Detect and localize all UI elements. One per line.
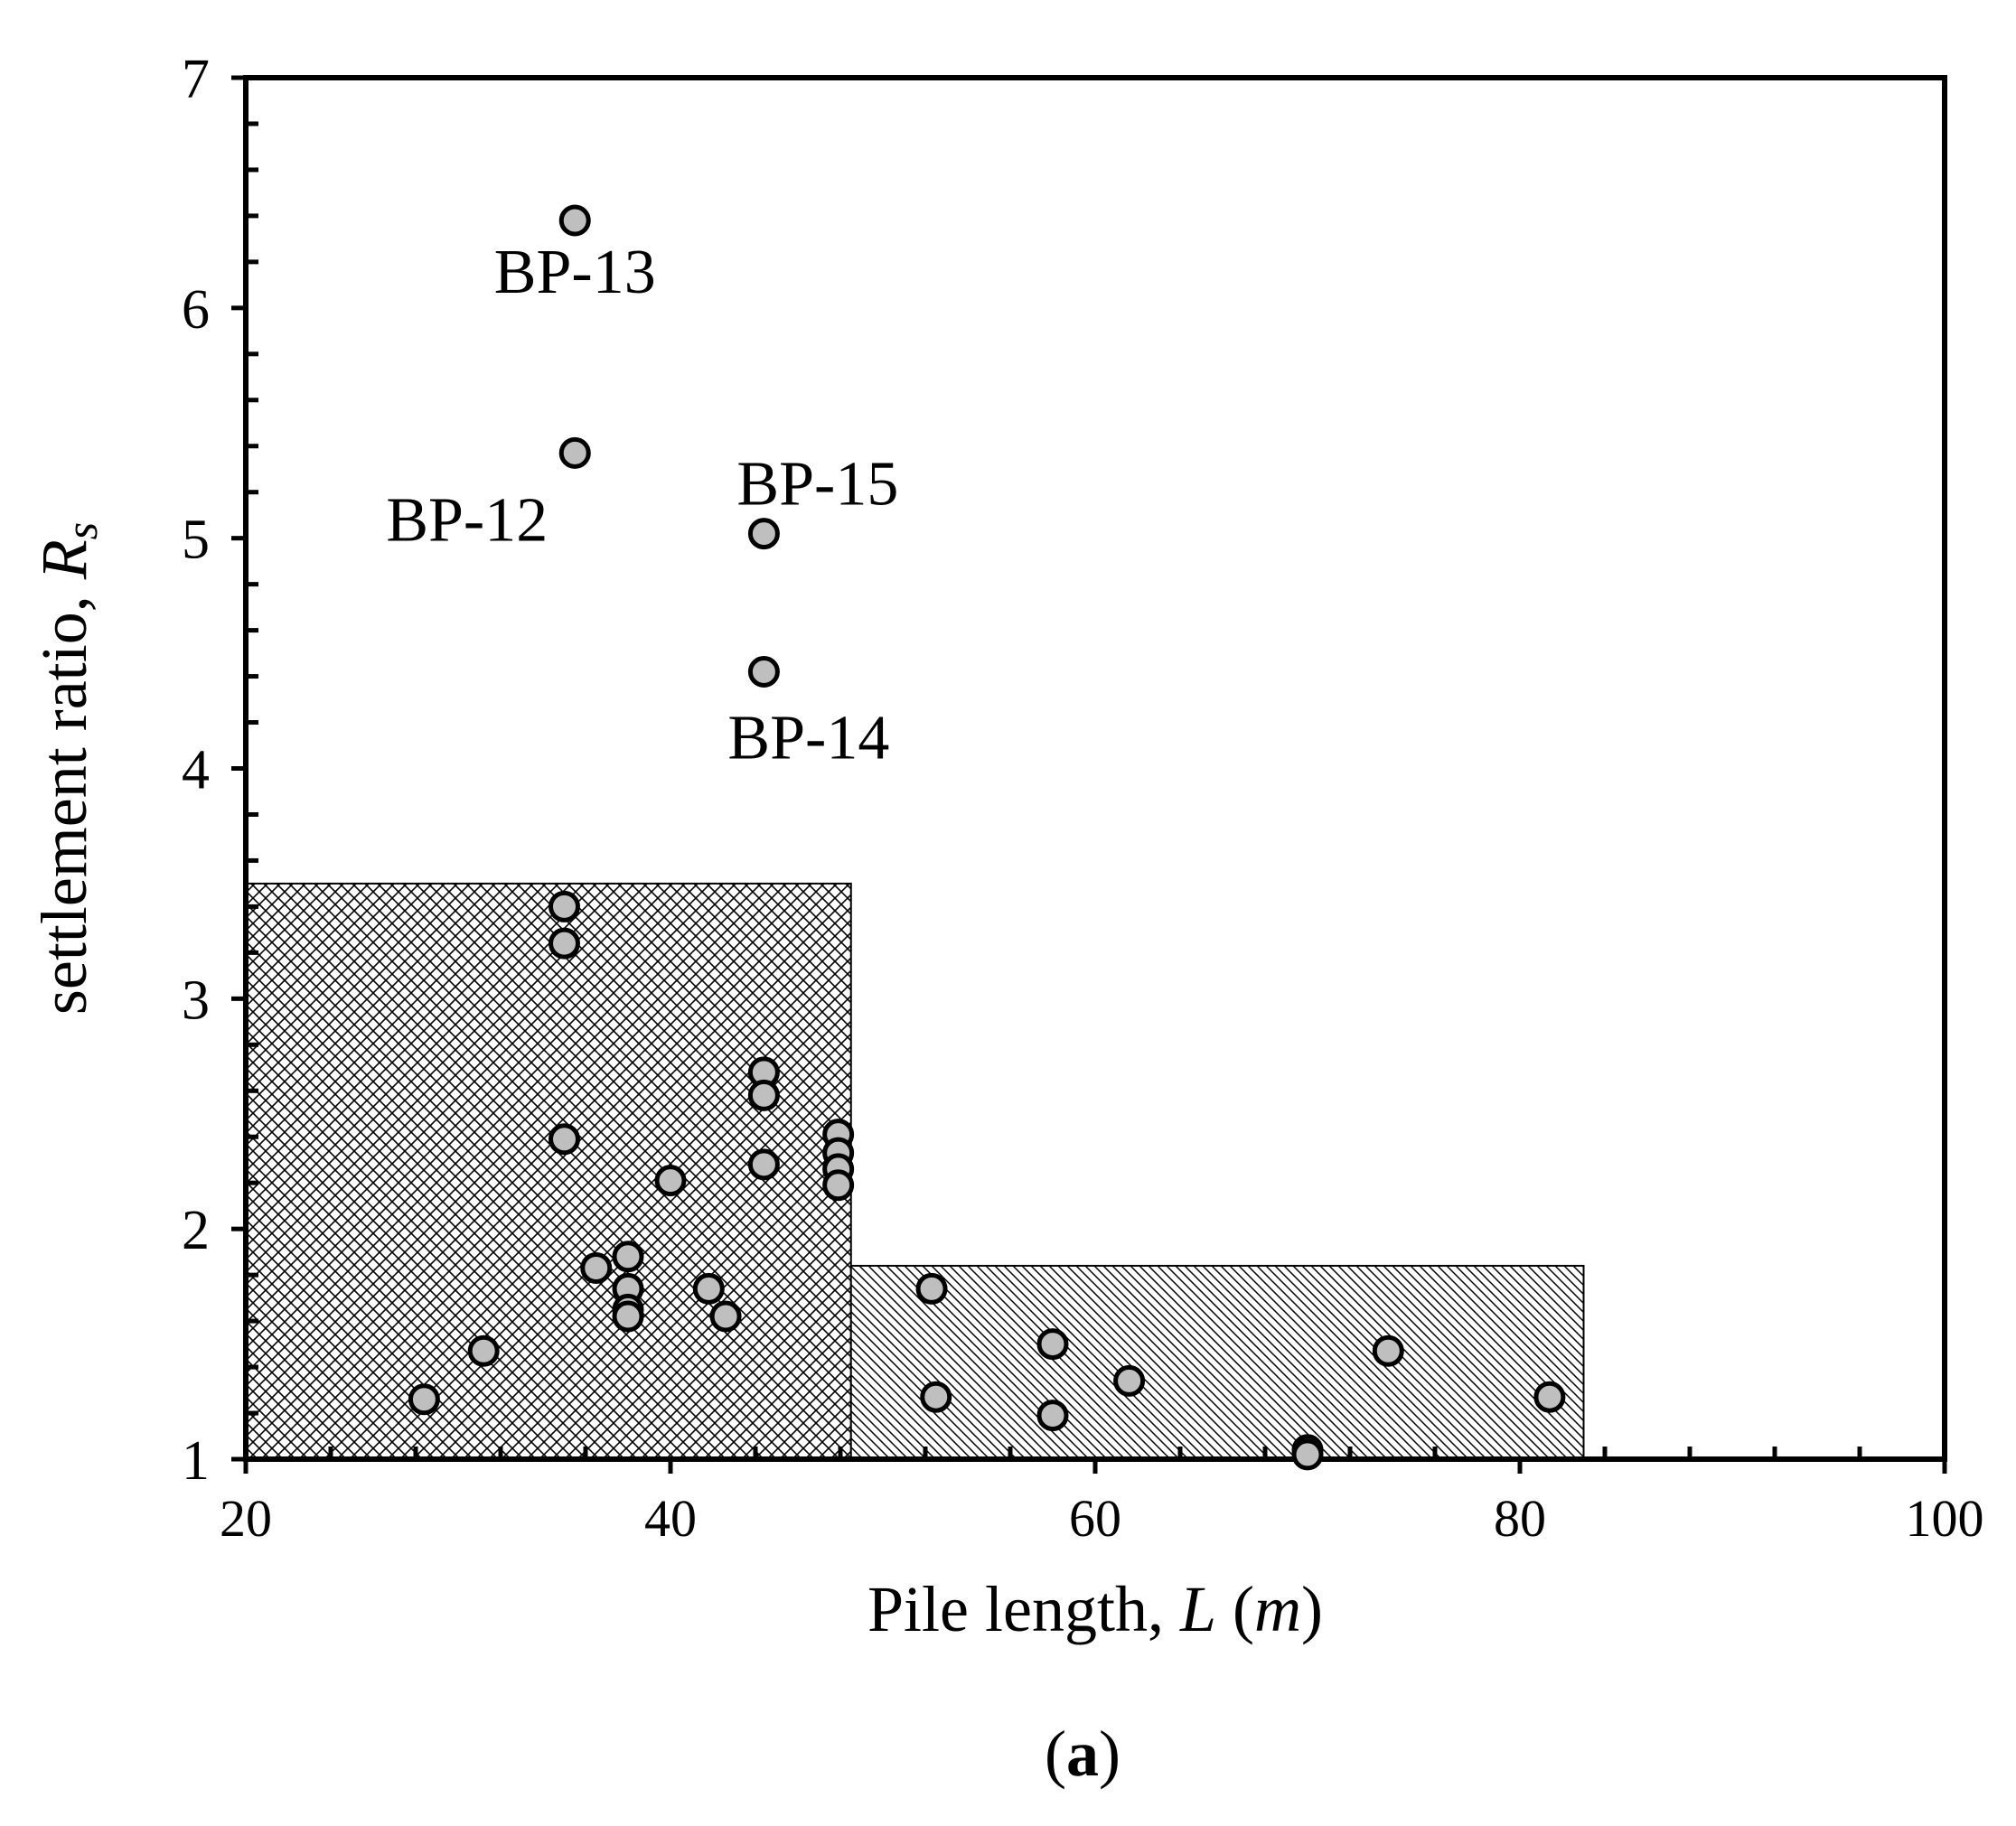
y-tick-label: 4 — [182, 740, 210, 801]
data-point — [747, 1079, 780, 1111]
data-point — [467, 1334, 500, 1367]
x-tick-label: 60 — [1069, 1489, 1121, 1548]
point-bp-14 — [747, 655, 780, 688]
y-axis-label: settlement ratio, Rs — [28, 522, 107, 1015]
data-points — [408, 204, 1566, 1471]
data-point — [747, 1148, 780, 1181]
data-point — [920, 1381, 952, 1413]
data-point — [1036, 1400, 1069, 1432]
annotation-bp-13: BP-13 — [494, 238, 656, 307]
annotation-bp-12: BP-12 — [386, 485, 548, 555]
shaded-regions — [245, 882, 1585, 1460]
point-bp-15 — [747, 518, 780, 550]
x-tick-label: 80 — [1494, 1489, 1546, 1548]
data-point — [549, 1123, 580, 1156]
tick-labels: 20 40 60 80 100 1 2 3 4 5 6 7 — [182, 49, 1984, 1548]
x-tick-label: 20 — [220, 1489, 272, 1548]
data-point — [1113, 1364, 1146, 1397]
annotation-bp-14: BP-14 — [727, 703, 889, 773]
data-point — [612, 1300, 644, 1333]
data-point — [408, 1383, 440, 1416]
data-point — [1036, 1328, 1069, 1361]
data-point — [1372, 1334, 1404, 1367]
axes — [231, 75, 1947, 1474]
point-bp-13 — [558, 204, 591, 237]
data-point — [549, 927, 580, 960]
x-tick-label: 100 — [1906, 1489, 1984, 1548]
data-point — [1533, 1381, 1566, 1413]
data-point — [612, 1241, 644, 1273]
data-point — [1291, 1438, 1324, 1471]
point-bp-12 — [558, 436, 591, 469]
y-tick-label: 5 — [182, 510, 210, 571]
y-tick-label: 6 — [182, 279, 210, 341]
annotation-bp-15: BP-15 — [736, 450, 898, 520]
data-point — [549, 890, 580, 922]
panel-label: (a) — [1045, 1718, 1121, 1790]
y-tick-label: 3 — [182, 969, 210, 1031]
y-tick-label: 1 — [182, 1430, 210, 1492]
data-point — [822, 1169, 855, 1202]
y-tick-label: 2 — [182, 1200, 210, 1261]
y-tick-label: 7 — [182, 49, 210, 110]
x-axis-label: Pile length, L (m) — [867, 1573, 1323, 1645]
x-tick-label: 40 — [644, 1489, 697, 1548]
region-diagonal — [849, 1264, 1585, 1460]
data-point — [915, 1272, 948, 1305]
point-annotations: BP-13 BP-12 BP-15 BP-14 — [386, 238, 898, 773]
data-point — [709, 1300, 742, 1333]
data-point — [580, 1251, 613, 1284]
ticks — [231, 75, 1947, 1474]
data-point — [654, 1165, 687, 1197]
data-point — [692, 1272, 725, 1305]
